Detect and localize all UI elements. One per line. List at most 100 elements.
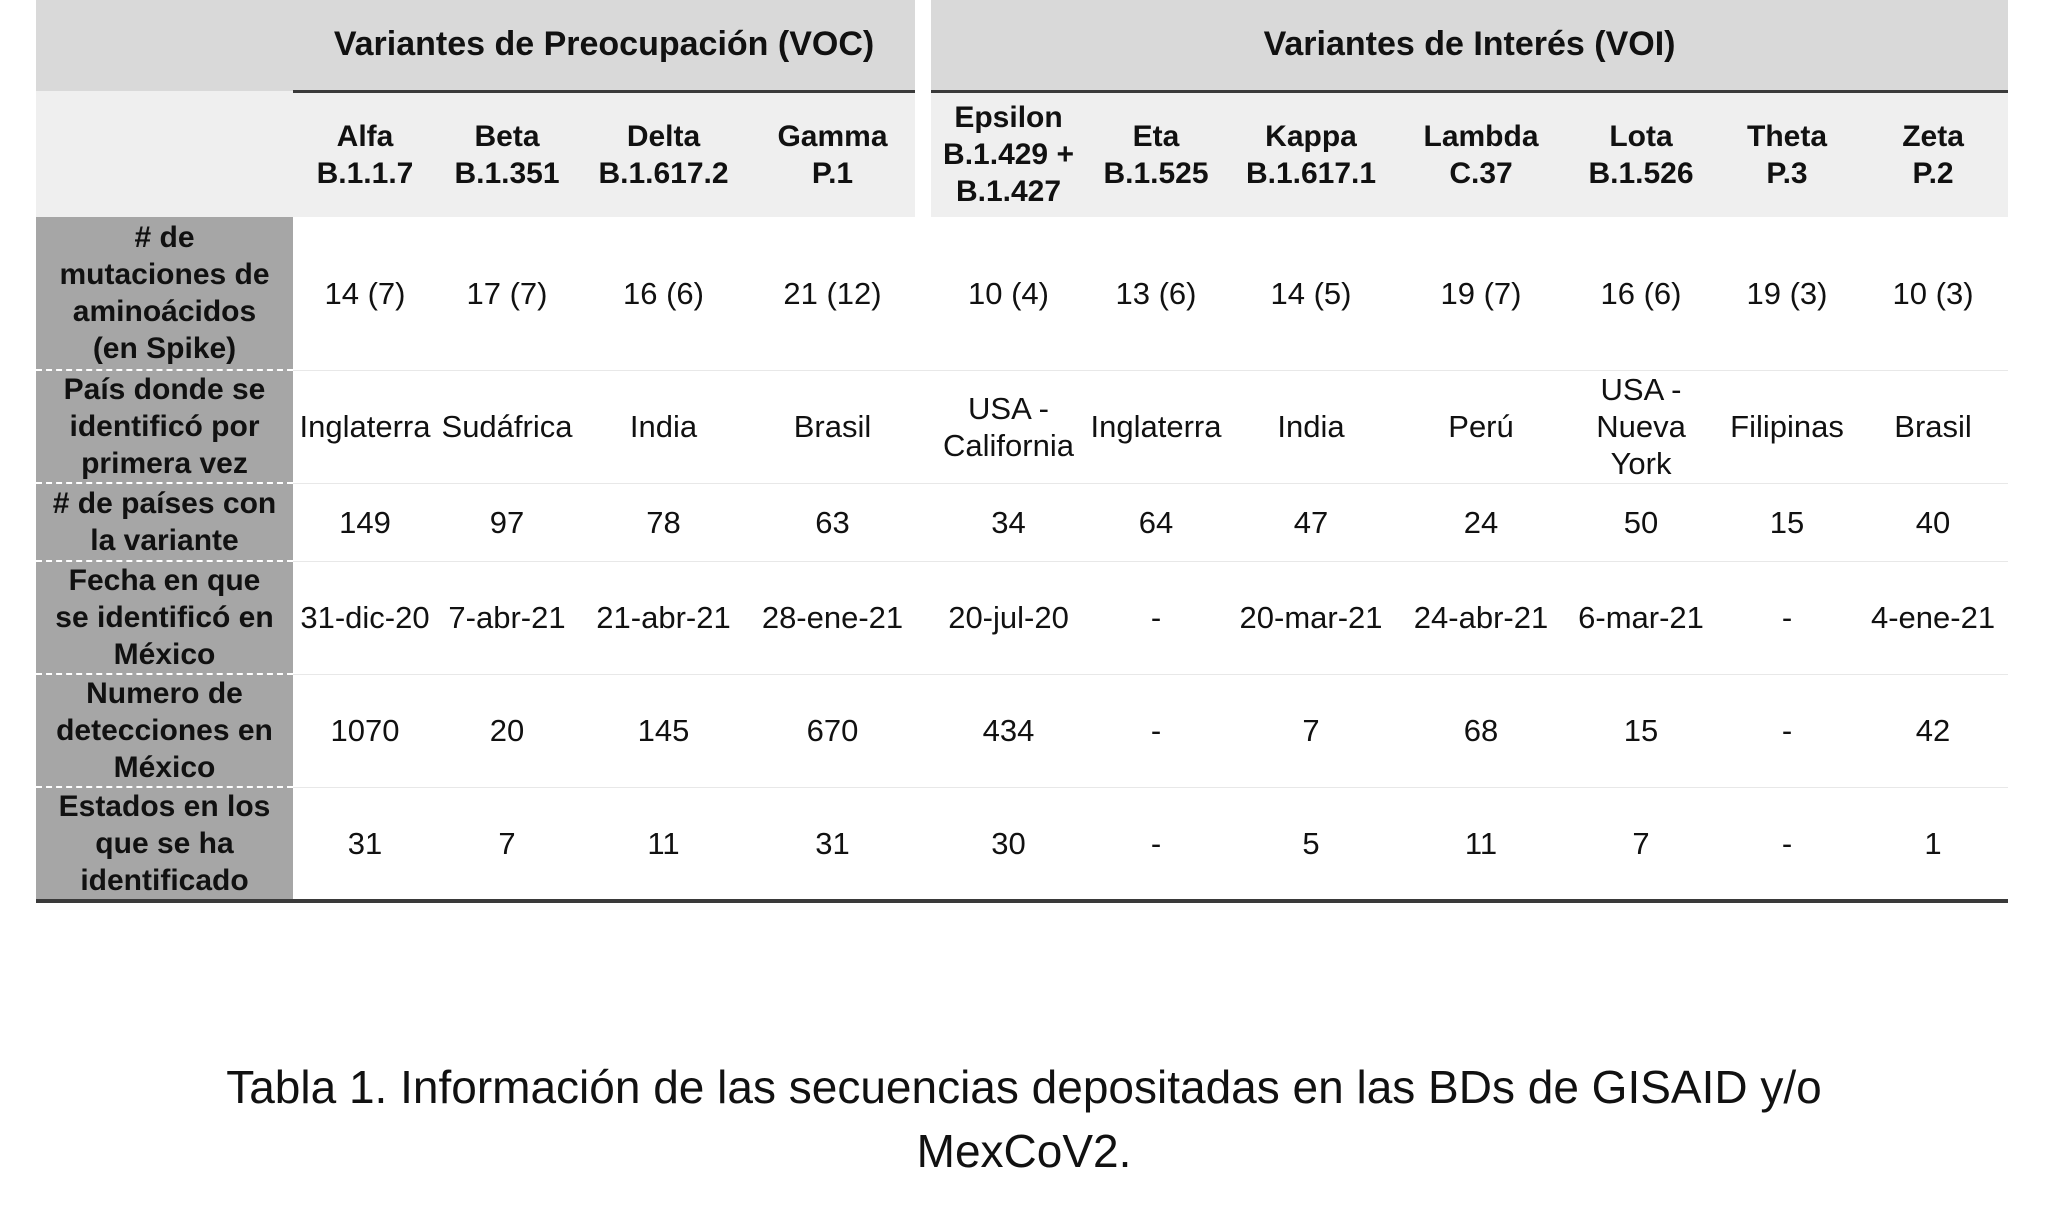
table-cell: 20-jul-20 [931, 561, 1087, 675]
cell-line: India [629, 409, 698, 444]
table-caption: Tabla 1. Información de las secuencias d… [0, 1055, 2048, 1183]
table-cell: 20-mar-21 [1226, 561, 1397, 675]
table-row: Numero de detecciones en México 1070 20 145 67… [36, 674, 2009, 788]
cell-line: USA - [968, 390, 1049, 426]
variants-table: Variantes de Preocupación (VOC) Variante… [36, 0, 2009, 903]
cell-line: 64 [1138, 504, 1174, 540]
cell-line: 20-mar-21 [1239, 600, 1383, 635]
row-header-line: la variante [90, 524, 239, 557]
table-cell: 1 [1858, 787, 2009, 903]
variant-header-delta: Delta B.1.617.2 [577, 91, 750, 217]
table-cell: 10 (3) [1858, 217, 2009, 371]
table-cell: - [1086, 674, 1227, 788]
row-header-line: aminoácidos [72, 295, 257, 328]
table-cell: 30 [931, 787, 1087, 903]
table-cell: India [1226, 370, 1397, 484]
cell-line: California [943, 427, 1074, 463]
cell-line: 20 [489, 713, 525, 748]
table-cell: USA - California [931, 370, 1087, 484]
cell-line: 15 [1769, 504, 1805, 540]
table-cell: - [1716, 787, 1859, 903]
cell-line: 145 [637, 713, 690, 748]
cell-line: 47 [1293, 504, 1329, 540]
variant-lineage: B.1.617.2 [598, 156, 729, 190]
cell-line: 11 [1464, 825, 1498, 861]
group-gap [915, 483, 932, 562]
group-gap [915, 787, 932, 903]
cell-line: 78 [646, 504, 681, 540]
table-cell: 13 (6) [1086, 217, 1227, 371]
cell-line: 14 (7) [324, 275, 406, 311]
variant-lineage: B.1.525 [1103, 156, 1209, 190]
table-cell: 42 [1858, 674, 2009, 788]
variant-lineage: P.1 [811, 156, 854, 190]
cell-line: Nueva [1596, 409, 1686, 444]
table-cell: 16 (6) [1566, 217, 1717, 371]
cell-line: 63 [815, 504, 850, 540]
variant-header-zeta: Zeta P.2 [1858, 91, 2009, 217]
table-cell: 31 [750, 787, 916, 903]
table-cell: 7 [437, 787, 577, 903]
cell-line: 434 [982, 713, 1035, 748]
cell-line: 24-abr-21 [1413, 600, 1549, 635]
row-header-line: se identificó en [55, 601, 274, 634]
table-cell: 19 (7) [1396, 217, 1567, 371]
group-gap [915, 0, 932, 91]
row-header-line: mutaciones de [59, 258, 270, 291]
table-cell: Brasil [1858, 370, 2009, 484]
variant-name: Beta [474, 119, 540, 153]
table-body: # de mutaciones de aminoácidos (en Spike) 14… [36, 217, 2009, 903]
variant-name: Kappa [1265, 119, 1357, 153]
row-header-line: Estados en los [58, 790, 271, 823]
table-cell: 11 [1396, 787, 1567, 903]
voi-group-header: Variantes de Interés (VOI) [931, 0, 2009, 93]
table-cell: 47 [1226, 483, 1397, 562]
table-cell: Filipinas [1716, 370, 1859, 484]
cell-line: 10 (4) [968, 275, 1049, 311]
variant-lineage: B.1.526 [1588, 156, 1694, 190]
corner-cell [36, 0, 293, 91]
variant-lineage: P.2 [1912, 156, 1954, 190]
cell-line: 31-dic-20 [300, 600, 430, 635]
table-cell: 14 (5) [1226, 217, 1397, 371]
variant-header-lambda: Lambda C.37 [1396, 91, 1567, 217]
table-cell: 78 [577, 483, 750, 562]
table-cell: 20 [437, 674, 577, 788]
row-header-line: México [113, 638, 216, 671]
cell-line: 6-mar-21 [1578, 600, 1704, 635]
cell-line: 7-abr-21 [448, 600, 566, 635]
table-cell: 40 [1858, 483, 2009, 562]
group-gap [915, 91, 932, 217]
table-cell: 24-abr-21 [1396, 561, 1567, 675]
variant-header-beta: Beta B.1.351 [437, 91, 577, 217]
cell-line: 17 (7) [466, 275, 548, 311]
cell-line: 68 [1463, 713, 1499, 748]
cell-line: Brasil [793, 409, 872, 444]
variant-name: Lota [1609, 119, 1673, 153]
row-header: # de países con la variante [36, 483, 293, 562]
cell-line: 1070 [330, 713, 400, 748]
variant-lineage: B.1.1.7 [316, 156, 414, 190]
variant-header-gamma: Gamma P.1 [750, 91, 916, 217]
cell-line: 16 (6) [623, 275, 704, 311]
table-cell: - [1086, 561, 1227, 675]
caption-line: Tabla 1. Información de las secuencias d… [226, 1061, 1822, 1113]
cell-line: 11 [647, 825, 680, 861]
row-header: # de mutaciones de aminoácidos (en Spike) [36, 217, 293, 371]
cell-line: 20-jul-20 [948, 600, 1069, 635]
cell-line: Inglaterra [299, 409, 431, 444]
table-cell: - [1716, 561, 1859, 675]
variant-lineage: C.37 [1449, 156, 1513, 190]
cell-line: 5 [1302, 825, 1320, 861]
table-cell: 31 [293, 787, 437, 903]
variants-table-container: Variantes de Preocupación (VOC) Variante… [36, 0, 2009, 903]
table-cell: 15 [1566, 674, 1717, 788]
table-cell: Brasil [750, 370, 916, 484]
cell-line: 24 [1463, 504, 1499, 540]
cell-line: 19 (7) [1440, 275, 1522, 311]
table-cell: 50 [1566, 483, 1717, 562]
row-header-line: País donde se [63, 373, 266, 406]
row-header-line: Fecha en que [68, 564, 261, 597]
group-header-row: Variantes de Preocupación (VOC) Variante… [36, 0, 2009, 93]
cell-line: 34 [991, 504, 1026, 540]
